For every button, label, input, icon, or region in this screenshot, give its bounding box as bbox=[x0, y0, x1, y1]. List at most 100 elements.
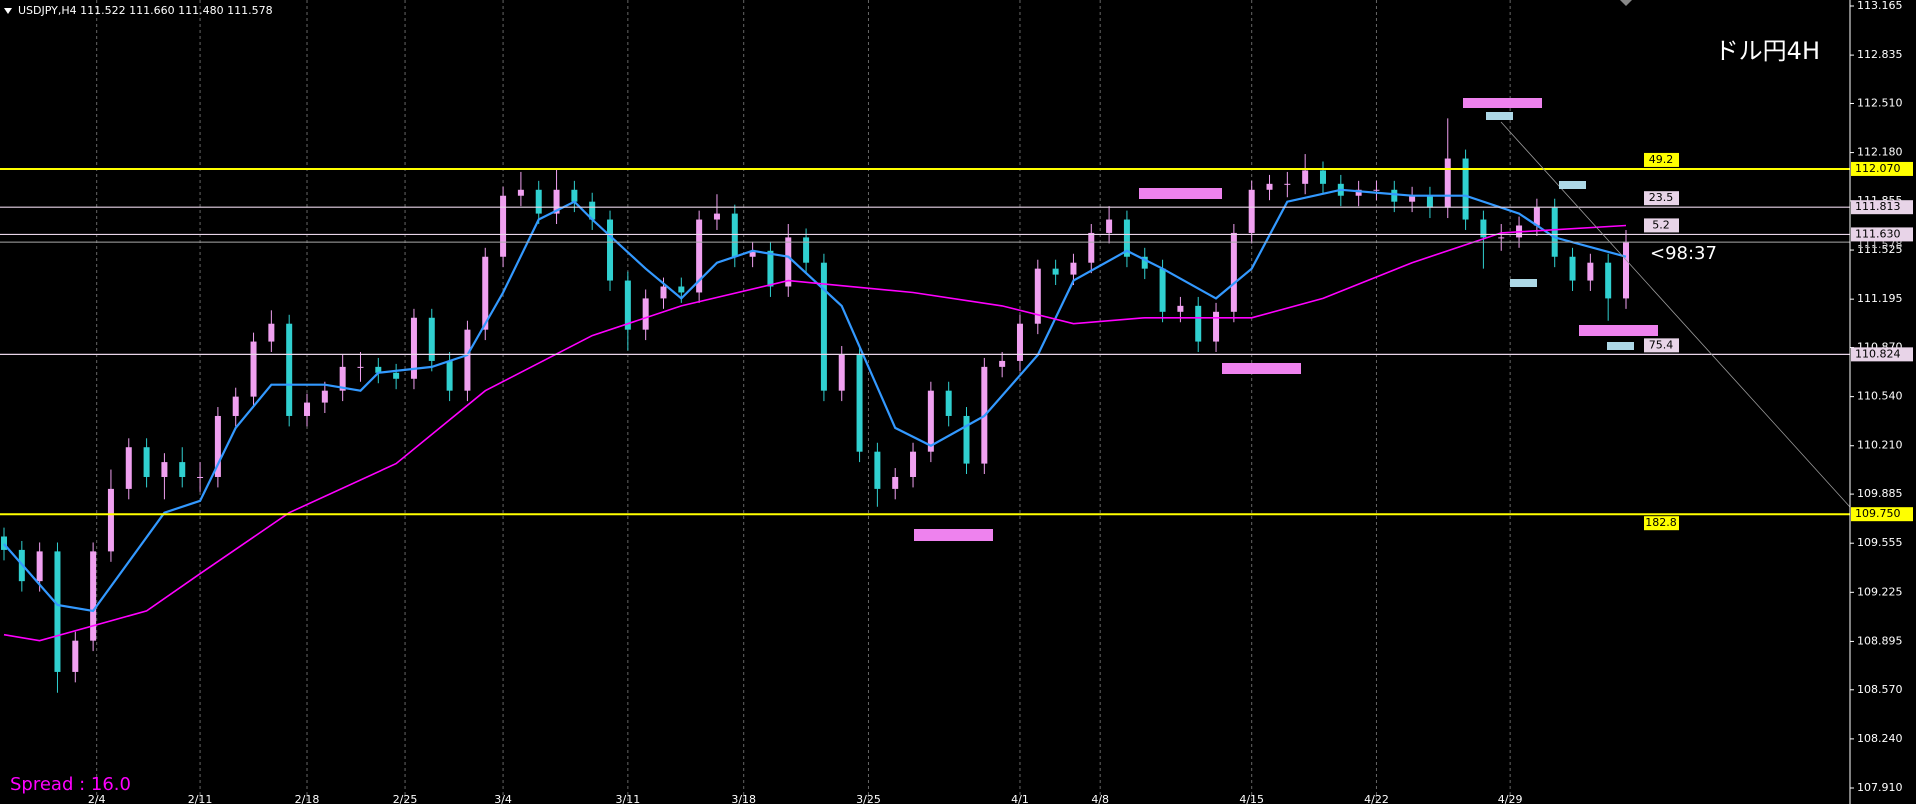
marker bbox=[914, 529, 993, 541]
candle-body bbox=[410, 317, 417, 379]
x-tick-label: 4/1 bbox=[1011, 793, 1029, 804]
candle-body bbox=[1195, 305, 1202, 342]
x-tick-label: 2/11 bbox=[188, 793, 213, 804]
candle-body bbox=[1373, 189, 1380, 191]
y-tick-label: 109.225 bbox=[1857, 585, 1903, 598]
level-price-label: 112.070 bbox=[1855, 162, 1901, 175]
candle-body bbox=[1569, 256, 1576, 281]
x-tick-label: 3/25 bbox=[856, 793, 881, 804]
y-tick-label: 110.540 bbox=[1857, 390, 1903, 403]
candle-body bbox=[517, 189, 524, 196]
y-tick-label: 111.195 bbox=[1857, 292, 1903, 305]
candle-body bbox=[892, 476, 899, 489]
x-tick-label: 4/15 bbox=[1239, 793, 1264, 804]
candle-body bbox=[54, 551, 61, 672]
candle-body bbox=[696, 219, 703, 293]
y-tick-label: 112.510 bbox=[1857, 96, 1903, 109]
candle-body bbox=[72, 640, 79, 672]
candle-body bbox=[1106, 219, 1113, 233]
candle-body bbox=[1052, 268, 1059, 275]
y-tick-label: 107.910 bbox=[1857, 781, 1903, 794]
moving-average bbox=[3, 224, 1627, 642]
candle-body bbox=[927, 390, 934, 452]
candle-body bbox=[464, 329, 471, 391]
x-tick-label: 4/8 bbox=[1091, 793, 1109, 804]
candle-body bbox=[357, 366, 364, 368]
candle-body bbox=[731, 213, 738, 257]
marker bbox=[1222, 363, 1301, 374]
candle-body bbox=[1159, 268, 1166, 312]
x-tick-label: 2/4 bbox=[88, 793, 106, 804]
candle-body bbox=[446, 360, 453, 391]
candle-body bbox=[143, 447, 150, 477]
candle-body bbox=[1462, 158, 1469, 220]
candle-body bbox=[767, 250, 774, 287]
y-tick-label: 108.895 bbox=[1857, 634, 1903, 647]
distance-box bbox=[1644, 152, 1679, 167]
y-tick-label: 112.835 bbox=[1857, 48, 1903, 61]
candle-body bbox=[1409, 195, 1416, 202]
marker bbox=[1579, 325, 1658, 336]
candle-body bbox=[642, 298, 649, 330]
level-price-box bbox=[1851, 161, 1913, 176]
grid bbox=[96, 0, 1511, 804]
candle-body bbox=[428, 317, 435, 361]
candle-body bbox=[999, 360, 1006, 367]
candle-body bbox=[820, 262, 827, 391]
x-tick-label: 2/18 bbox=[295, 793, 320, 804]
x-tick-label: 3/11 bbox=[615, 793, 640, 804]
candle-body bbox=[268, 323, 275, 342]
distance-label: 75.4 bbox=[1649, 338, 1674, 351]
x-tick-label: 4/22 bbox=[1364, 793, 1389, 804]
marker bbox=[1559, 181, 1586, 189]
distance-label: 5.2 bbox=[1652, 218, 1670, 231]
trend-line bbox=[1500, 121, 1851, 508]
level-price-label: 111.813 bbox=[1855, 200, 1901, 213]
candle-body bbox=[482, 256, 489, 330]
candle-body bbox=[1605, 262, 1612, 299]
candle-body bbox=[1444, 158, 1451, 208]
candle-body bbox=[1248, 189, 1255, 233]
candle-body bbox=[125, 447, 132, 489]
candle-body bbox=[36, 551, 43, 582]
distance-box bbox=[1644, 218, 1679, 233]
marker bbox=[1607, 342, 1634, 350]
candle-body bbox=[214, 415, 221, 477]
menu-icon bbox=[4, 8, 12, 14]
candle-body bbox=[1284, 183, 1291, 185]
candle-body bbox=[179, 462, 186, 477]
plot bbox=[0, 118, 1850, 693]
candle-body bbox=[286, 323, 293, 416]
candle-body bbox=[535, 189, 542, 214]
candle-body bbox=[1070, 262, 1077, 275]
y-tick-label: 111.525 bbox=[1857, 243, 1903, 256]
y-tick-label: 110.210 bbox=[1857, 439, 1903, 452]
level-price-label: 109.750 bbox=[1855, 507, 1901, 520]
candle-body bbox=[304, 402, 311, 416]
candle-body bbox=[803, 237, 810, 263]
candle-body bbox=[1319, 170, 1326, 184]
candle-body bbox=[375, 366, 382, 373]
candle-body bbox=[1391, 189, 1398, 202]
candle-body bbox=[232, 396, 239, 416]
level-price-box bbox=[1851, 200, 1913, 215]
candle-body bbox=[393, 372, 400, 379]
candle-body bbox=[90, 551, 97, 641]
candle-body bbox=[945, 390, 952, 416]
candle-body bbox=[624, 280, 631, 330]
y-tick-label: 108.240 bbox=[1857, 732, 1903, 745]
level-price-label: 111.630 bbox=[1855, 227, 1901, 240]
shift-marker bbox=[1620, 0, 1632, 6]
y-tick-label: 113.165 bbox=[1857, 0, 1903, 12]
candle-body bbox=[1587, 262, 1594, 281]
y-tick-label: 109.555 bbox=[1857, 536, 1903, 549]
candle-body bbox=[1123, 219, 1130, 257]
candle-body bbox=[1016, 323, 1023, 361]
candle-body bbox=[607, 219, 614, 281]
marker bbox=[1486, 112, 1513, 120]
candle-body bbox=[838, 354, 845, 391]
candle-body bbox=[107, 488, 114, 552]
distance-label: 49.2 bbox=[1649, 153, 1674, 166]
candle-body bbox=[749, 250, 756, 257]
level-price-box bbox=[1851, 227, 1913, 242]
